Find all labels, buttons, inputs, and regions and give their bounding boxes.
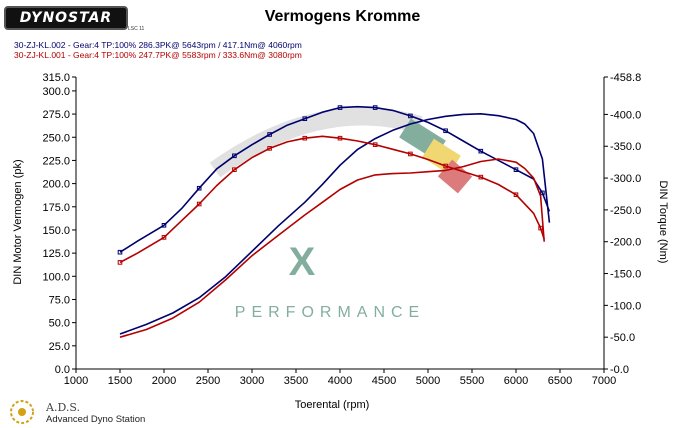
watermark-x: X bbox=[289, 240, 316, 284]
x-tick-label: 3500 bbox=[284, 375, 308, 387]
x-tick-label: 4000 bbox=[328, 375, 352, 387]
series-line-4 bbox=[119, 158, 545, 338]
y-tick-label: 25.0 bbox=[49, 341, 70, 353]
x-tick-label: 4500 bbox=[372, 375, 396, 387]
x-tick-label: 2500 bbox=[196, 375, 220, 387]
series-1-point bbox=[161, 223, 167, 228]
y-tick-label: 250.0 bbox=[42, 132, 70, 144]
y2-tick-label: -300.0 bbox=[610, 173, 641, 185]
series-1-point bbox=[478, 148, 484, 154]
y-tick-label: 300.0 bbox=[42, 86, 70, 98]
y2-tick-label: -200.0 bbox=[610, 237, 641, 249]
watermark-arc-red bbox=[437, 159, 473, 194]
x-tick-label: 1000 bbox=[64, 375, 88, 387]
y-tick-label: 315.0 bbox=[42, 72, 70, 84]
series-layer bbox=[117, 105, 551, 338]
run-legend-1: 30-ZJ-KL.002 - Gear:4 TP:100% 286.3PK@ 5… bbox=[14, 40, 302, 50]
series-1-point bbox=[117, 249, 123, 255]
y-tick-label: 125.0 bbox=[42, 248, 70, 260]
series-1-point bbox=[232, 153, 237, 159]
ads-logo-icon bbox=[10, 400, 34, 424]
x-tick-label: 7000 bbox=[592, 375, 616, 387]
series-3-point bbox=[372, 142, 378, 147]
series-3-point bbox=[161, 235, 167, 240]
series-3-point bbox=[478, 174, 484, 180]
series-3-point bbox=[196, 201, 202, 207]
x-tick-label: 2000 bbox=[152, 375, 176, 387]
y-axis-label: DIN Motor Vermogen (pk) bbox=[12, 159, 24, 284]
series-1-point bbox=[302, 116, 308, 122]
watermark-graphic: X PERFORMANCE bbox=[209, 107, 473, 321]
y-tick-label: 50.0 bbox=[49, 318, 70, 330]
series-1-point bbox=[408, 113, 413, 119]
series-3-point bbox=[117, 260, 123, 265]
y2-tick-label: -150.0 bbox=[610, 269, 641, 281]
series-1-point bbox=[196, 185, 202, 191]
x-tick-label: 3000 bbox=[240, 375, 264, 387]
series-3-point bbox=[232, 167, 237, 172]
axes: 1000 1500 2000 2500 3000 3500 4000 4500 5000 5500… bbox=[42, 72, 641, 387]
series-3-point bbox=[337, 135, 343, 141]
y2-tick-label: -50.0 bbox=[610, 332, 635, 344]
y2-tick-label: -250.0 bbox=[610, 205, 641, 217]
watermark-word: PERFORMANCE bbox=[235, 304, 425, 321]
series-1-point bbox=[337, 105, 343, 110]
y2-tick-label: -400.0 bbox=[610, 109, 641, 121]
series-1-point bbox=[372, 105, 378, 110]
y-tick-label: 225.0 bbox=[42, 155, 70, 167]
ads-abbrev: A.D.S. bbox=[46, 401, 81, 414]
series-1-point bbox=[540, 190, 545, 196]
x-tick-label: 6000 bbox=[504, 375, 528, 387]
series-1-point bbox=[513, 167, 519, 172]
y2-axis-label: DIN Torque (Nm) bbox=[657, 181, 669, 264]
series-1-point bbox=[267, 132, 272, 137]
series-3-point bbox=[302, 135, 308, 141]
ads-full-name: Advanced Dyno Station bbox=[46, 414, 146, 425]
dynostar-logo: DYNOSTAR bbox=[4, 6, 128, 30]
series-3-point bbox=[267, 146, 272, 151]
x-tick-label: 1500 bbox=[108, 375, 132, 387]
series-1-point bbox=[443, 128, 448, 134]
series-line-2 bbox=[119, 113, 551, 335]
x-tick-label: 5500 bbox=[460, 375, 484, 387]
chart-title: Vermogens Kromme bbox=[264, 8, 421, 25]
y-tick-label: 200.0 bbox=[42, 179, 70, 191]
y-tick-label: 100.0 bbox=[42, 271, 70, 283]
series-3-point bbox=[408, 151, 413, 157]
logo-subtext: LSC 11 bbox=[128, 26, 145, 32]
y-tick-label: 75.0 bbox=[49, 294, 70, 306]
y-tick-label: 150.0 bbox=[42, 225, 70, 237]
y2-tick-label: -350.0 bbox=[610, 141, 641, 153]
watermark-arc-grey bbox=[209, 107, 423, 178]
x-tick-label: 5000 bbox=[416, 375, 440, 387]
y2-tick-label: -0.0 bbox=[610, 364, 629, 376]
y2-tick-label: -458.8 bbox=[610, 72, 641, 84]
x-tick-label: 6500 bbox=[548, 375, 572, 387]
y-tick-label: 275.0 bbox=[42, 109, 70, 121]
series-3-point bbox=[443, 163, 448, 169]
series-3-point bbox=[513, 192, 519, 198]
y-tick-label: 0.0 bbox=[55, 364, 70, 376]
run-legend-2: 30-ZJ-KL.001 - Gear:4 TP:100% 247.7PK@ 5… bbox=[14, 50, 302, 60]
y-tick-label: 175.0 bbox=[42, 202, 70, 214]
x-axis-label: Toerental (rpm) bbox=[295, 399, 370, 411]
series-line-3 bbox=[119, 135, 545, 264]
y2-tick-label: -100.0 bbox=[610, 300, 641, 312]
